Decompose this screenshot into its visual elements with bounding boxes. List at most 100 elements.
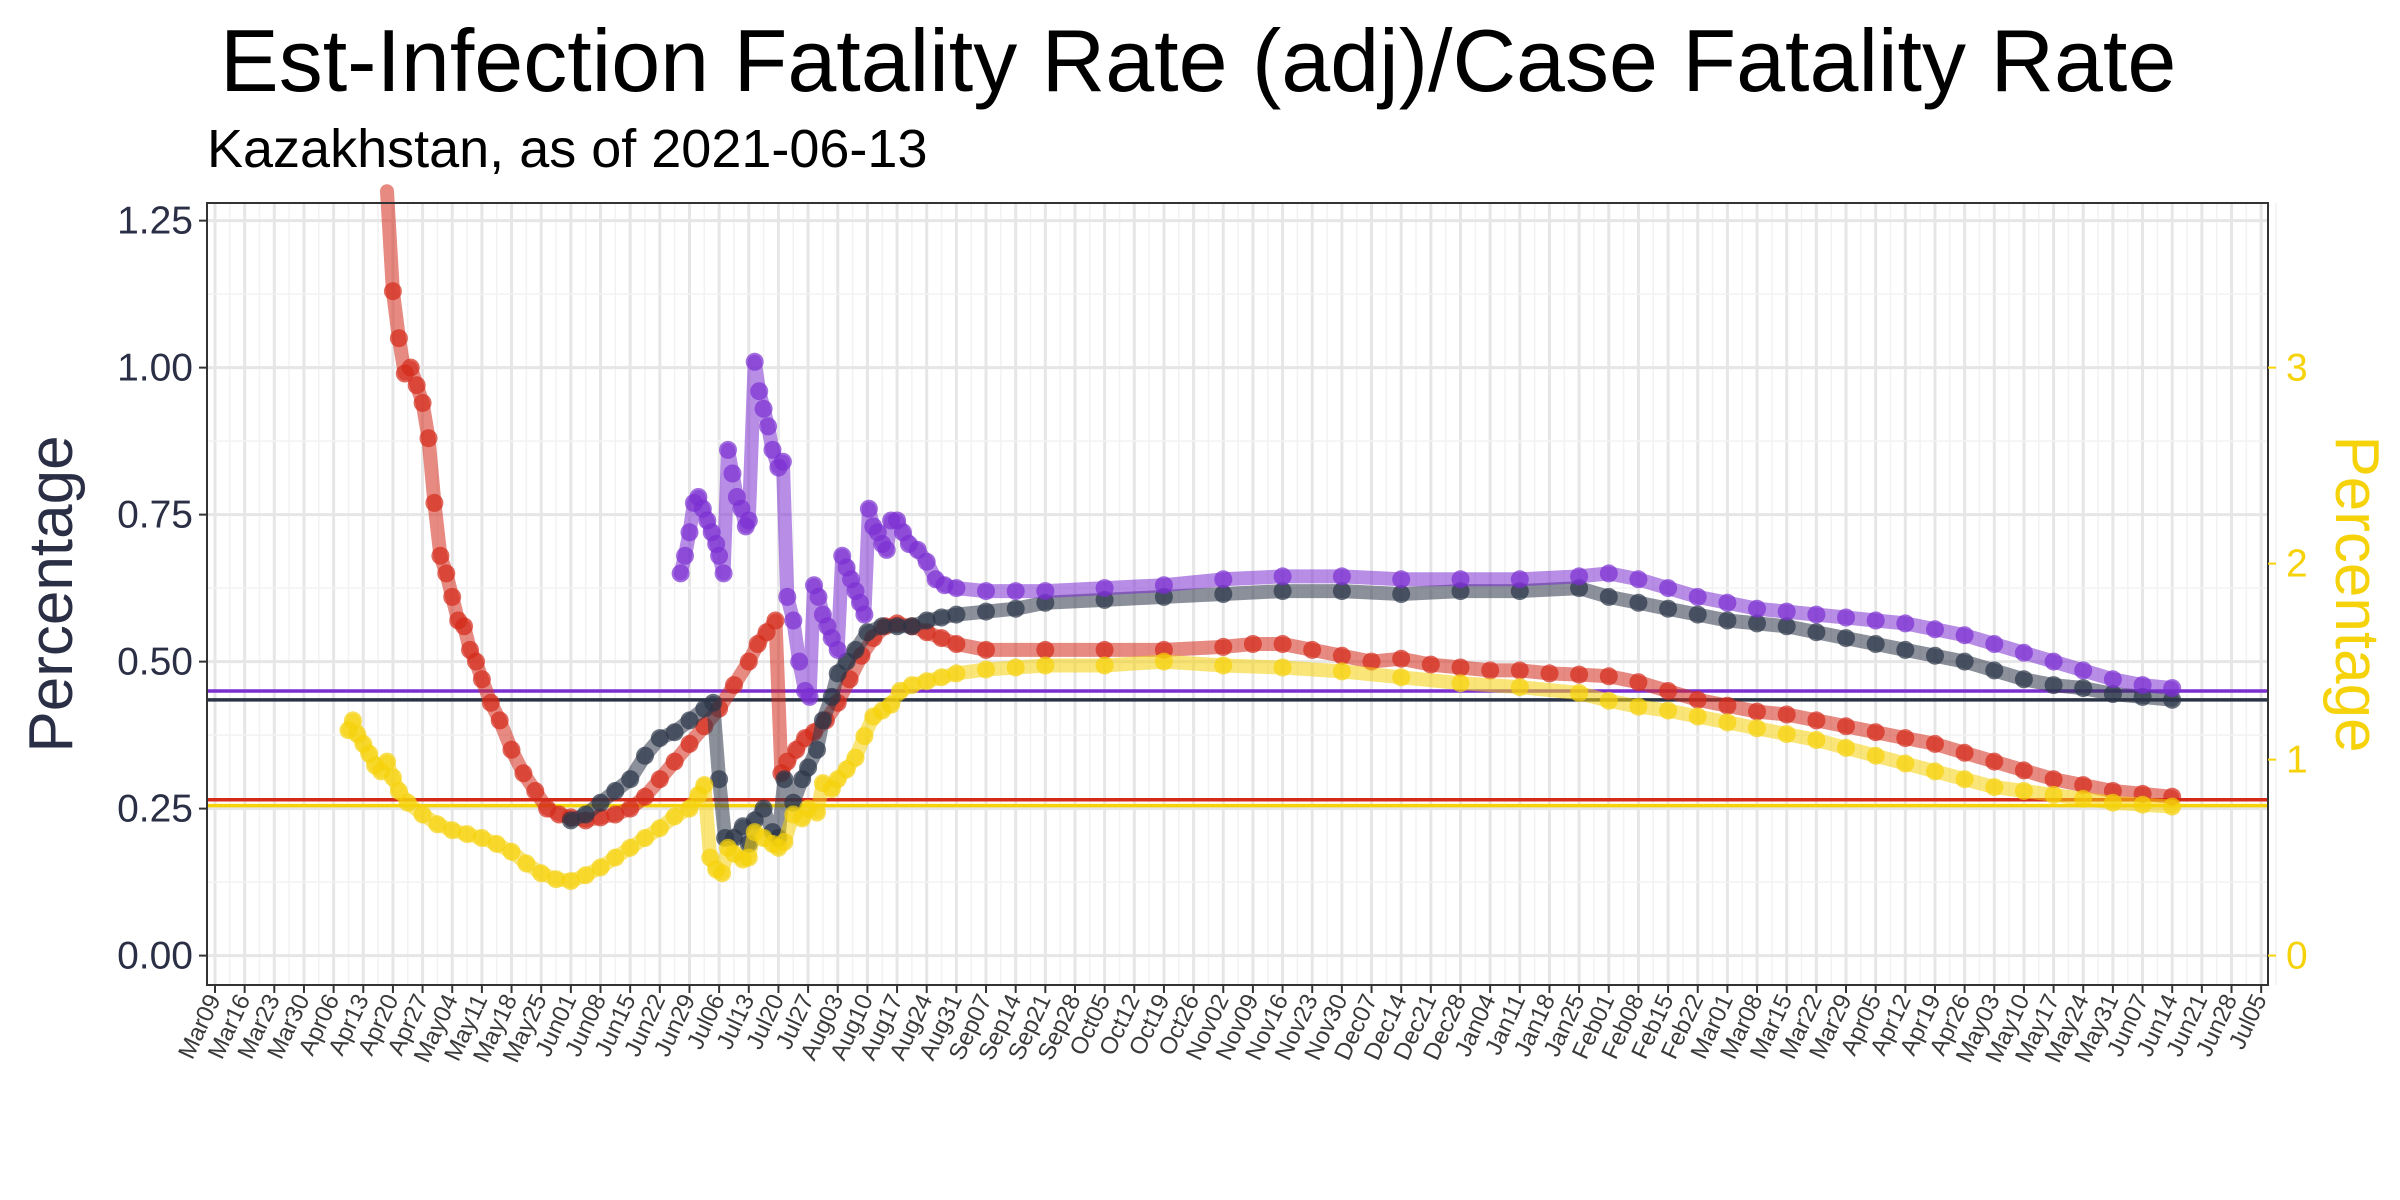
data-point (877, 540, 896, 559)
data-point (1332, 662, 1351, 681)
data-point (1837, 717, 1855, 736)
data-point (2014, 643, 2033, 662)
data-point (650, 770, 669, 789)
data-point (1866, 611, 1885, 630)
data-point (1451, 674, 1470, 693)
data-point (859, 499, 878, 518)
y-axis-label-right: Percentage (2322, 435, 2391, 752)
axes: 0.000.250.500.751.001.250123Mar09Mar16Ma… (117, 200, 2308, 1067)
data-point (977, 582, 995, 601)
data-point (1866, 723, 1885, 742)
data-point (1985, 778, 2004, 797)
data-point (576, 805, 595, 824)
data-point (481, 693, 500, 712)
data-point (1214, 570, 1233, 589)
data-point (443, 587, 462, 606)
data-point (1095, 640, 1114, 659)
data-point (1866, 746, 1885, 765)
data-point (1777, 705, 1796, 724)
data-point (1777, 617, 1796, 636)
data-point (1807, 623, 1826, 642)
data-point (389, 329, 408, 348)
data-point (917, 552, 936, 571)
data-point (1718, 713, 1737, 732)
data-point (763, 440, 782, 459)
data-point (714, 564, 733, 583)
y-tick-label: 0.50 (117, 641, 193, 684)
data-point (2074, 789, 2093, 808)
data-point (1688, 605, 1707, 624)
data-point (1748, 614, 1766, 633)
data-point (378, 752, 396, 771)
series-2 (671, 352, 2182, 706)
data-point (1688, 707, 1707, 726)
data-point (517, 854, 536, 873)
data-point (766, 611, 785, 630)
data-point (621, 838, 640, 857)
data-point (745, 352, 764, 371)
data-point (1332, 567, 1351, 586)
data-point (467, 652, 485, 671)
data-point (502, 842, 521, 861)
data-point (1510, 661, 1529, 680)
y-tick-label: 0.75 (117, 494, 193, 537)
data-point (650, 729, 669, 748)
data-point (790, 652, 809, 671)
data-point (1095, 579, 1114, 598)
data-point (1036, 656, 1055, 675)
data-point (532, 864, 551, 883)
data-point (425, 493, 444, 512)
data-point (526, 782, 545, 800)
y-tick-label: 1.25 (117, 200, 193, 243)
data-point (1718, 611, 1737, 630)
data-point (1629, 697, 1648, 716)
data-point (676, 546, 694, 565)
data-point (576, 866, 595, 885)
data-point (487, 834, 506, 853)
data-point (710, 770, 729, 789)
data-point (1599, 564, 1618, 583)
data-point (398, 793, 417, 812)
data-point (855, 605, 874, 624)
data-point (2044, 785, 2063, 804)
data-point (665, 752, 684, 771)
data-point (932, 608, 951, 627)
data-point (443, 821, 462, 840)
data-point (1332, 646, 1351, 665)
data-point (502, 740, 521, 759)
data-point (704, 693, 723, 712)
data-point (419, 429, 438, 448)
data-point (1570, 567, 1589, 586)
y2-tick-label: 2 (2286, 543, 2308, 586)
data-point (407, 376, 426, 395)
data-point (775, 832, 794, 851)
data-point (2133, 676, 2152, 695)
data-point (606, 848, 625, 867)
data-point (773, 452, 792, 471)
data-point (1866, 635, 1885, 653)
data-point (1481, 661, 1500, 680)
y2-tick-label: 3 (2286, 347, 2308, 390)
data-point (2044, 652, 2063, 671)
data-point (1777, 602, 1796, 621)
data-point (1659, 599, 1678, 618)
data-point (846, 640, 865, 659)
data-point (1273, 582, 1292, 601)
data-point (1214, 637, 1233, 656)
data-point (808, 803, 826, 822)
y-tick-label: 0.00 (117, 935, 193, 978)
data-point (947, 605, 966, 624)
data-point (1273, 635, 1292, 653)
data-point (547, 870, 565, 889)
data-point (917, 611, 936, 630)
data-point (1599, 691, 1618, 710)
data-point (1510, 678, 1529, 697)
data-point (1955, 626, 1974, 645)
chart-subtitle: Kazakhstan, as of 2021-06-13 (207, 119, 928, 179)
data-point (1718, 696, 1737, 715)
data-point (431, 546, 450, 565)
data-point (1688, 587, 1707, 606)
data-point (1718, 593, 1737, 612)
data-point (778, 587, 797, 606)
data-point (1599, 667, 1618, 686)
